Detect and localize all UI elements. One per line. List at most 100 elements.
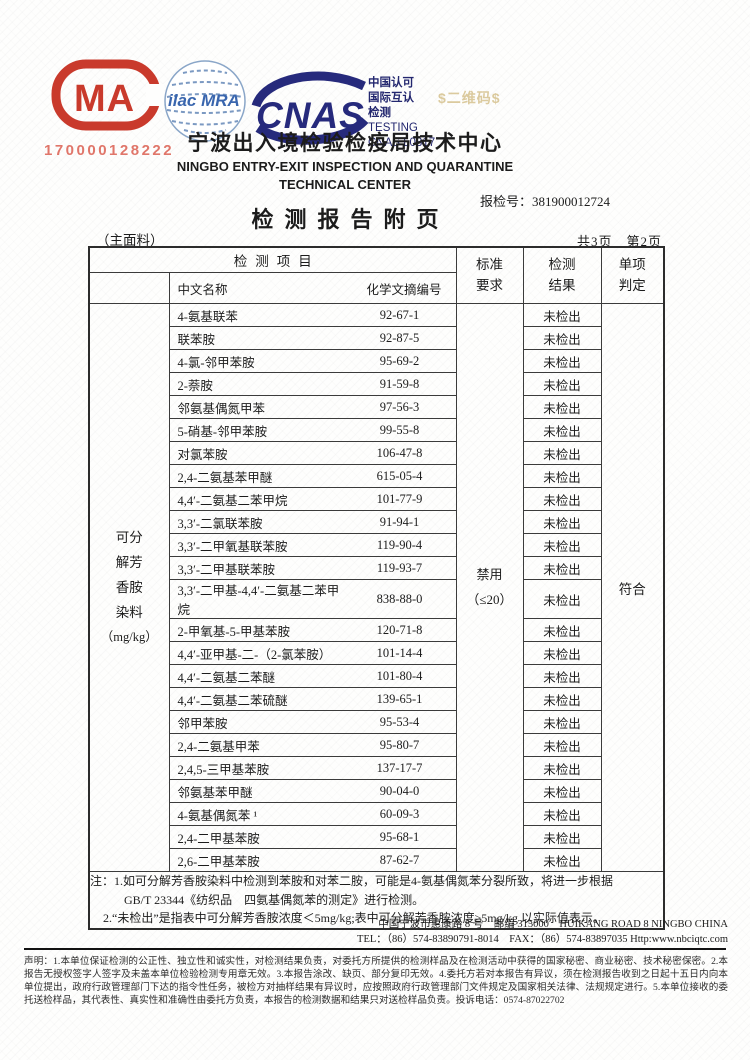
table-row: 2-甲氧基-5-甲基苯胺 120-71-8 未检出	[89, 618, 664, 642]
cas-number: 137-17-7	[376, 760, 423, 775]
result-cell: 未检出	[522, 618, 602, 642]
accreditation-en-line: TESTING	[368, 121, 418, 134]
cma-logo-icon: MA	[51, 59, 164, 131]
cas-number: 92-67-1	[379, 307, 420, 322]
col-header-standard: 标准 要求	[455, 246, 524, 304]
category-line: 可分	[115, 530, 143, 545]
cas-number: 838-88-0	[376, 591, 423, 606]
substance-name: 邻氨基苯甲醚	[177, 785, 253, 800]
category-cell: 可分 解芳 香胺 染料 （mg/kg）	[88, 303, 170, 872]
result-cell: 未检出	[522, 733, 602, 757]
table-row: 4,4′-二氨基二苯醚 101-80-4 未检出	[89, 664, 664, 688]
table-row: 4,4′-二氨基二苯甲烷 101-77-9 未检出	[89, 487, 664, 511]
table-row: 邻甲苯胺 95-53-4 未检出	[89, 710, 664, 734]
col-header-chinese-name: 中文名称	[177, 282, 228, 297]
org-title-zh: 宁波出入境检验检疫局技术中心	[187, 131, 503, 155]
substance-cell: 4-氯-邻甲苯胺 95-69-2	[168, 349, 457, 373]
accreditation-zh-line: 中国认可	[368, 77, 414, 89]
cas-number: 120-71-8	[376, 622, 423, 637]
substance-name: 联苯胺	[177, 332, 216, 347]
col-header-judgment-line: 判定	[618, 277, 646, 293]
table-row: 3,3′-二甲基联苯胺 119-93-7 未检出	[89, 556, 664, 580]
declaration-text: 声明：1.本单位保证检测的公正性、独立性和诚实性，对检测结果负责，对委托方所提供…	[24, 956, 728, 1006]
cas-number: 101-80-4	[376, 668, 423, 683]
report-number: 报检号：381900012724	[480, 194, 611, 209]
substance-cell: 3,3′-二氯联苯胺 91-94-1	[168, 510, 457, 534]
substance-name: 4-氨基偶氮苯 ¹	[177, 808, 258, 823]
ilac-mra-logo-icon: ilac MRA	[164, 60, 246, 142]
table-row: 4-氯-邻甲苯胺 95-69-2 未检出	[89, 349, 664, 373]
substance-name: 4,4′-亚甲基-二-（2-氯苯胺）	[177, 647, 332, 662]
substance-cell: 邻甲苯胺 95-53-4	[168, 710, 457, 734]
substance-cell: 2-甲氧基-5-甲基苯胺 120-71-8	[168, 618, 457, 642]
result-cell: 未检出	[522, 687, 602, 711]
org-title-block: 宁波出入境检验检疫局技术中心 NINGBO ENTRY-EXIT INSPECT…	[60, 127, 630, 194]
substance-cell: 4,4′-二氨基二苯醚 101-80-4	[168, 664, 457, 688]
table-row: 2,4-二氨基苯甲醚 615-05-4 未检出	[89, 464, 664, 488]
ilac-mra-logo: ilac MRA	[162, 58, 248, 149]
org-title-en2: TECHNICAL CENTER	[279, 177, 411, 193]
cas-number: 139-65-1	[376, 691, 423, 706]
cas-number: 91-94-1	[379, 514, 420, 529]
substance-cell: 5-硝基-邻甲苯胺 99-55-8	[168, 418, 457, 442]
org-title-en1: NINGBO ENTRY-EXIT INSPECTION AND QUARANT…	[176, 159, 514, 174]
result-cell: 未检出	[522, 510, 602, 534]
category-line: （mg/kg）	[100, 630, 158, 644]
result-cell: 未检出	[522, 303, 602, 327]
table-row: 2-萘胺 91-59-8 未检出	[89, 372, 664, 396]
table-row: 3,3′-二甲基-4,4′-二氨基二苯甲烷 838-88-0 未检出	[89, 579, 664, 619]
substance-cell: 2,4-二氨基苯甲醚 615-05-4	[168, 464, 457, 488]
cas-number: 119-93-7	[376, 560, 423, 575]
result-cell: 未检出	[522, 710, 602, 734]
result-cell: 未检出	[522, 395, 602, 419]
cas-number: 91-59-8	[379, 376, 420, 391]
cas-number: 95-80-7	[379, 737, 420, 752]
svg-text:ilac MRA: ilac MRA	[168, 91, 240, 110]
substance-cell: 对氯苯胺 106-47-8	[168, 441, 457, 465]
svg-text:CNAS: CNAS	[256, 95, 365, 136]
cnas-logo: CNAS	[248, 70, 369, 151]
table-row: 邻氨基苯甲醚 90-04-0 未检出	[89, 779, 664, 803]
substance-name: 邻甲苯胺	[177, 716, 228, 731]
standard-requirement-line: （≤20）	[466, 591, 513, 607]
result-cell: 未检出	[522, 372, 602, 396]
table-row: 联苯胺 92-87-5 未检出	[89, 326, 664, 350]
col-header-cas-number: 化学文摘编号	[366, 282, 442, 297]
col-header-project: 检测项目	[88, 246, 457, 273]
note-line-2: GB/T 23344《纺织品 四氨基偶氮苯的测定》进行检测。	[124, 892, 425, 907]
substance-name: 对氯苯胺	[177, 447, 228, 462]
category-line: 解芳	[115, 555, 143, 570]
table-row: 邻氨基偶氮甲苯 97-56-3 未检出	[89, 395, 664, 419]
cas-number: 615-05-4	[376, 468, 423, 483]
substance-name: 4,4′-二氨基二苯硫醚	[177, 693, 288, 708]
table-notes-row: 注：1.如可分解芳香胺染料中检测到苯胺和对苯二胺，可能是4-氨基偶氮苯分裂所致，…	[88, 870, 665, 930]
standard-requirement-line: 禁用	[476, 566, 503, 582]
substance-name: 4-氨基联苯	[177, 309, 238, 324]
table-row: 2,6-二甲基苯胺 87-62-7 未检出	[89, 848, 664, 872]
table-row: 3,3′-二氯联苯胺 91-94-1 未检出	[89, 510, 664, 534]
result-cell: 未检出	[522, 556, 602, 580]
result-cell: 未检出	[522, 533, 602, 557]
substance-name: 4,4′-二氨基二苯醚	[177, 670, 276, 685]
result-cell: 未检出	[522, 579, 602, 619]
col-header-standard-line: 要求	[476, 277, 503, 293]
substance-cell: 联苯胺 92-87-5	[168, 326, 457, 350]
substance-name: 2,4-二氨基甲苯	[177, 739, 260, 754]
substance-name: 3,3′-二氯联苯胺	[177, 516, 263, 531]
cma-logo: MA 170000128222	[44, 58, 180, 159]
col-header-name-cas: 中文名称 化学文摘编号	[168, 272, 457, 304]
col-header-result-line: 检测	[548, 256, 576, 272]
substance-cell: 2,4-二甲基苯胺 95-68-1	[168, 825, 457, 849]
table-row: 2,4,5-三甲基苯胺 137-17-7 未检出	[89, 756, 664, 780]
result-cell: 未检出	[522, 326, 602, 350]
cas-number: 90-04-0	[379, 783, 420, 798]
table-row: 可分 解芳 香胺 染料 （mg/kg） 4-氨基联苯 92-67-1 禁用 （≤20） 未检出 符合	[88, 303, 665, 872]
cnas-logo-icon: CNAS	[251, 71, 369, 145]
accreditation-en-line: CNAS L0317	[368, 136, 436, 149]
substance-cell: 4,4′-亚甲基-二-（2-氯苯胺） 101-14-4	[168, 641, 457, 665]
table-row: 4,4′-二氨基二苯硫醚 139-65-1 未检出	[89, 687, 664, 711]
cas-number: 95-69-2	[379, 353, 420, 368]
substance-name: 3,3′-二甲氧基联苯胺	[177, 539, 288, 554]
substance-cell: 4-氨基偶氮苯 ¹ 60-09-3	[168, 802, 457, 826]
col-header-standard-line: 标准	[476, 256, 503, 272]
